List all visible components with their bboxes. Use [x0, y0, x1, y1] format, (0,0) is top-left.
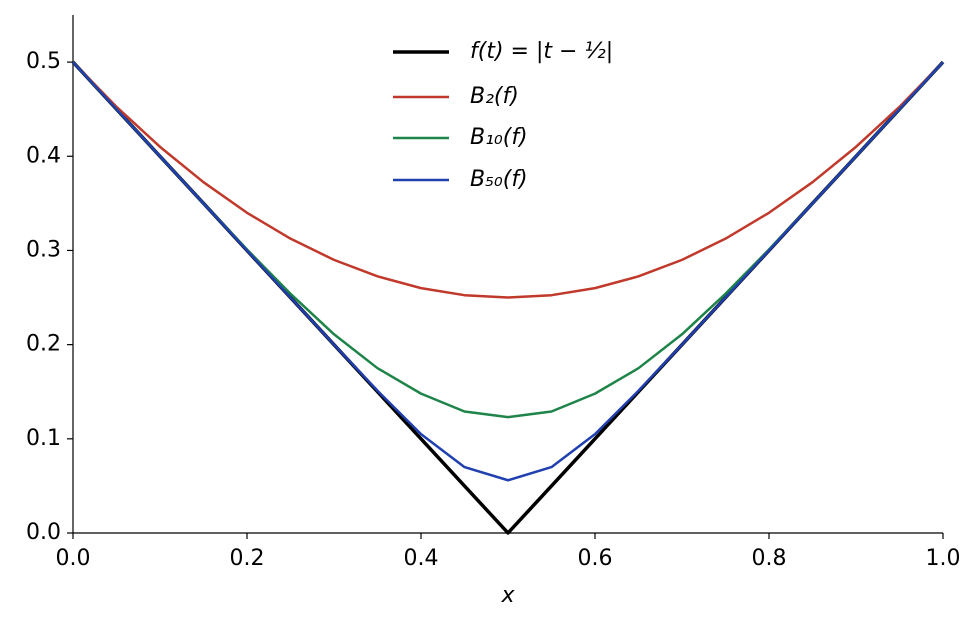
legend-label: B₅₀(f) — [470, 167, 528, 192]
series-line — [72, 61, 944, 482]
series-line — [72, 61, 944, 299]
y-tick-label: 0.2 — [26, 332, 61, 357]
y-tick-label: 0.0 — [26, 520, 61, 545]
x-tick-label: 0.6 — [578, 546, 613, 571]
x-tick-label: 0.8 — [752, 546, 787, 571]
y-tick-label: 0.4 — [26, 143, 61, 168]
x-tick-label: 0.0 — [56, 546, 91, 571]
x-tick-label: 0.4 — [404, 546, 439, 571]
legend-label: B₁₀(f) — [470, 125, 528, 150]
y-tick-label: 0.3 — [26, 237, 61, 262]
x-tick-label: 0.2 — [230, 546, 265, 571]
y-tick-label: 0.5 — [26, 49, 61, 74]
series-line — [72, 61, 944, 419]
x-axis-label: x — [500, 583, 515, 608]
x-tick-label: 1.0 — [926, 546, 961, 571]
legend-label: B₂(f) — [470, 84, 519, 109]
legend-label: f(t) = |t − ½| — [470, 39, 613, 64]
y-tick-label: 0.1 — [26, 426, 61, 451]
